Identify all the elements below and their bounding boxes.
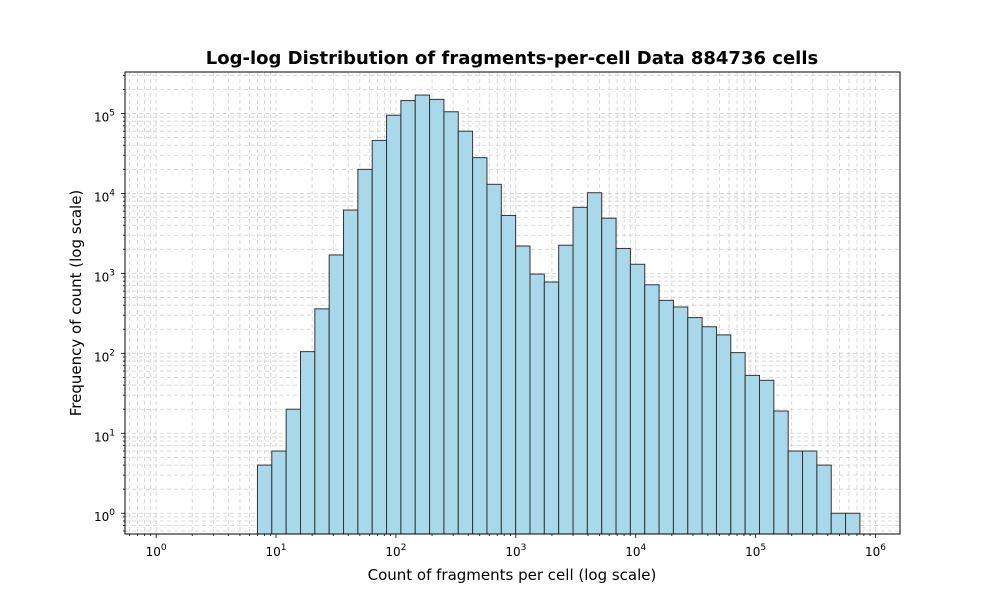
histogram-bar	[830, 512, 847, 535]
x-axis-ticks: 100 101 102 103 104 105 106	[129, 534, 886, 559]
histogram-bar	[271, 450, 287, 535]
x-tick-label: 105	[745, 543, 766, 559]
histogram-bar	[715, 334, 732, 535]
x-tick-label: 101	[266, 543, 287, 559]
histogram-bar	[515, 245, 531, 535]
bars	[256, 94, 861, 535]
histogram-bar	[773, 410, 789, 535]
chart-title: Log-log Distribution of fragments-per-ce…	[206, 48, 818, 69]
histogram-bar	[615, 247, 631, 535]
y-axis-ticks: 100 101 102 103 104 105	[94, 74, 125, 532]
histogram-bar	[371, 139, 388, 535]
y-axis-label: Frequency of count (log scale)	[67, 190, 85, 417]
y-tick-label: 100	[94, 508, 115, 524]
histogram-bar	[572, 206, 588, 535]
histogram-bar	[758, 379, 775, 535]
y-tick-label: 105	[94, 108, 115, 124]
histogram-bar	[558, 244, 574, 535]
histogram-bar	[386, 114, 402, 535]
histogram-bar	[658, 299, 674, 535]
histogram-bar	[400, 100, 416, 535]
histogram-bar	[672, 306, 689, 535]
histogram-bar	[744, 374, 760, 535]
plot-frame	[124, 71, 901, 535]
x-tick-label: 103	[505, 543, 526, 559]
histogram-bar	[586, 192, 603, 535]
histogram-bar	[256, 464, 273, 535]
histogram-bar	[328, 254, 345, 535]
y-tick-label: 103	[94, 268, 115, 284]
histogram-bar	[285, 408, 301, 535]
histogram-bar	[486, 183, 502, 535]
histogram-bar	[730, 352, 746, 535]
histogram-bar	[816, 464, 832, 535]
y-tick-label: 101	[94, 428, 115, 444]
histogram-bar	[472, 157, 488, 535]
x-tick-label: 106	[865, 543, 886, 559]
histogram-bar	[787, 450, 804, 535]
y-tick-label: 104	[94, 188, 115, 204]
histogram-bar	[299, 351, 316, 535]
histogram-bar	[601, 217, 617, 535]
histogram-bar	[443, 111, 459, 535]
x-tick-label: 102	[385, 543, 406, 559]
histogram-bar	[500, 214, 517, 535]
histogram-bar	[414, 94, 431, 535]
histogram-bar	[429, 98, 445, 535]
histogram-bar	[543, 281, 560, 535]
histogram-bar	[529, 273, 545, 535]
histogram-bar	[687, 317, 703, 535]
histogram-bar	[701, 326, 717, 535]
x-axis-label: Count of fragments per cell (log scale)	[368, 566, 657, 584]
histogram-bar	[802, 450, 818, 535]
histogram-bar	[314, 308, 330, 535]
histogram-bar	[845, 512, 861, 535]
x-tick-label: 100	[146, 543, 167, 559]
histogram-bar	[343, 209, 359, 535]
y-tick-label: 102	[94, 348, 115, 364]
x-tick-label: 104	[625, 543, 646, 559]
histogram-bar	[644, 284, 660, 535]
histogram-bar	[357, 168, 373, 535]
histogram-bar	[629, 263, 646, 535]
histogram-bar	[457, 130, 474, 535]
